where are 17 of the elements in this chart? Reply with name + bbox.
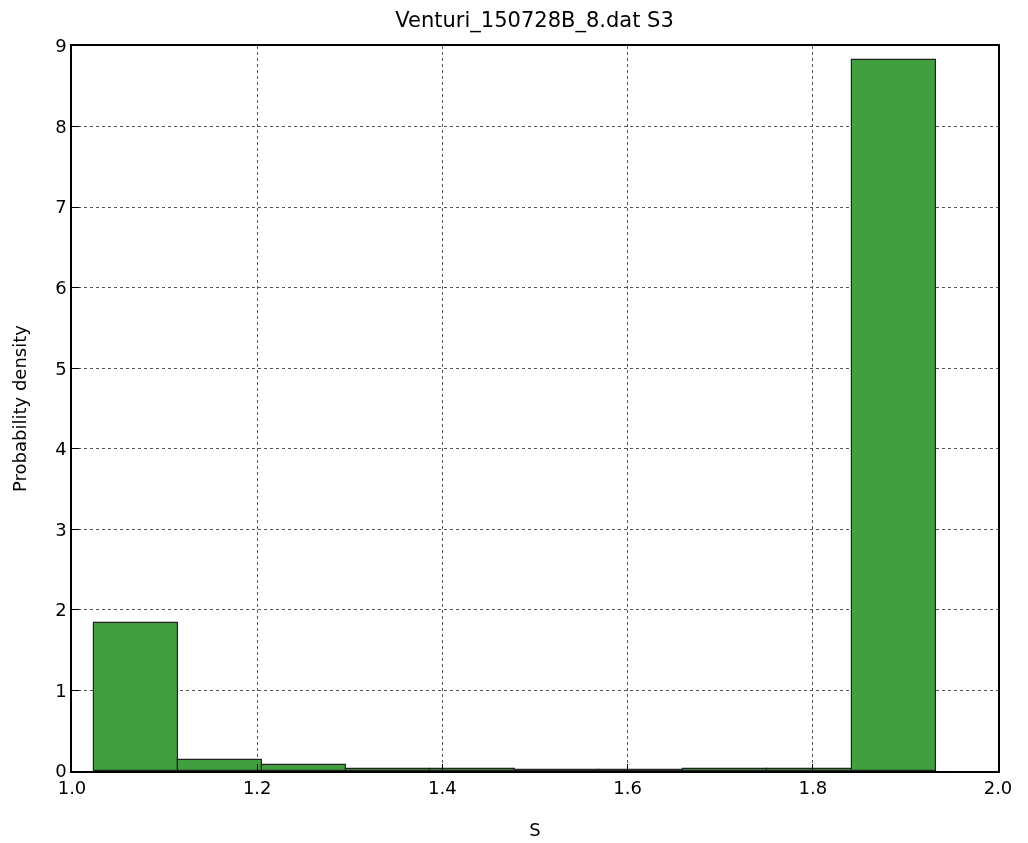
y-tick-label: 2 bbox=[55, 599, 67, 621]
y-tick-label: 3 bbox=[55, 518, 67, 540]
y-tick-label: 7 bbox=[55, 196, 67, 218]
y-axis-title: Probability density bbox=[8, 324, 30, 492]
y-tick-label: 4 bbox=[55, 438, 67, 460]
y-tick-label: 5 bbox=[55, 357, 67, 379]
x-axis-title: S bbox=[529, 818, 541, 840]
x-tick-label: 2.0 bbox=[983, 777, 1013, 799]
y-tick-label: 1 bbox=[55, 679, 67, 701]
y-tick-label: 9 bbox=[55, 35, 67, 57]
x-tick-label: 1.4 bbox=[428, 777, 457, 799]
y-tick-label: 8 bbox=[55, 115, 67, 137]
x-tick-label: 1.6 bbox=[613, 777, 642, 799]
x-tick-label: 1.2 bbox=[242, 777, 272, 799]
chart-title: Venturi_150728B_8.dat S3 bbox=[395, 8, 674, 34]
x-tick-label: 1.8 bbox=[798, 777, 828, 799]
y-tick-label: 6 bbox=[55, 276, 67, 298]
